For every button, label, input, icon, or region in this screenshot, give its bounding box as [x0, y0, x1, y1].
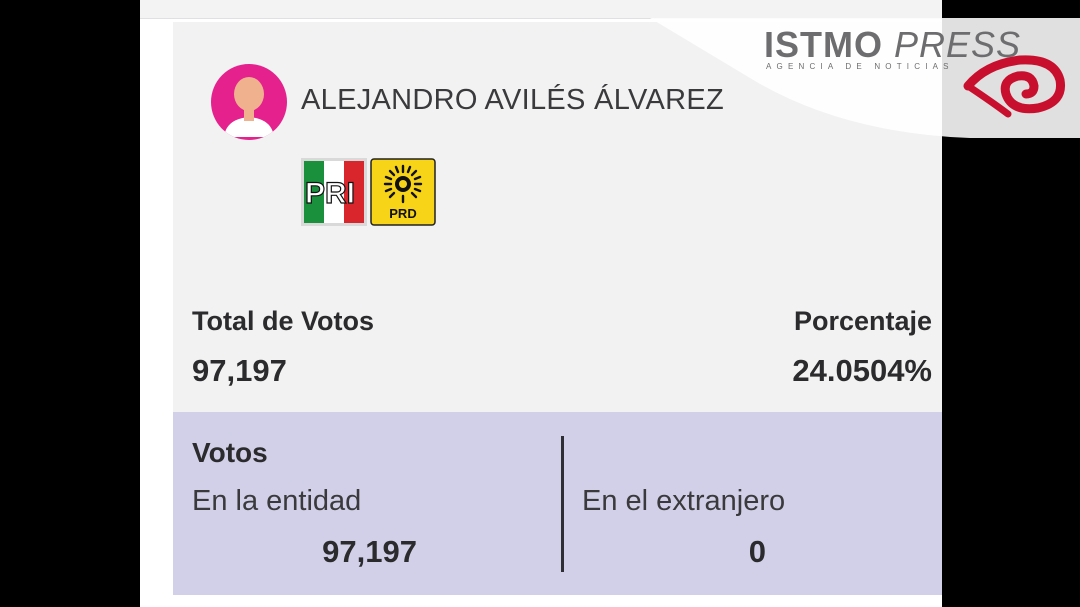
votes-divider — [561, 436, 564, 572]
abroad-votes-value: 0 — [748, 534, 766, 569]
domestic-votes-label: En la entidad — [192, 485, 362, 517]
prd-logo-icon: PRD — [370, 158, 436, 226]
percentage-value: 24.0504% — [792, 353, 932, 388]
watermark-backdrop-icon — [650, 18, 1080, 138]
candidate-name: ALEJANDRO AVILÉS ÁLVAREZ — [301, 84, 725, 116]
votes-breakdown-panel: Votos En la entidad 97,197 En el extranj… — [173, 412, 942, 595]
total-votes-label: Total de Votos — [192, 306, 374, 336]
watermark-tagline: AGENCIA DE NOTICIAS — [766, 62, 954, 71]
istmo-press-watermark: ISTMO PRESS AGENCIA DE NOTICIAS — [640, 18, 1080, 138]
domestic-votes-value: 97,197 — [322, 534, 417, 569]
candidate-card: ALEJANDRO AVILÉS ÁLVAREZ PRI — [173, 22, 942, 595]
abroad-votes-label: En el extranjero — [582, 485, 786, 517]
candidate-avatar-icon — [211, 64, 287, 140]
votes-title: Votos — [192, 437, 268, 468]
total-votes-value: 97,197 — [192, 353, 287, 388]
pri-logo-icon: PRI — [301, 158, 367, 226]
istmo-press-logo-icon — [963, 55, 1066, 118]
prd-label: PRD — [389, 206, 416, 221]
top-bar — [140, 0, 942, 19]
pri-letter-p: PRI — [305, 177, 355, 210]
watermark-brand: ISTMO PRESS — [764, 24, 1022, 65]
percentage-label: Porcentaje — [793, 306, 932, 336]
